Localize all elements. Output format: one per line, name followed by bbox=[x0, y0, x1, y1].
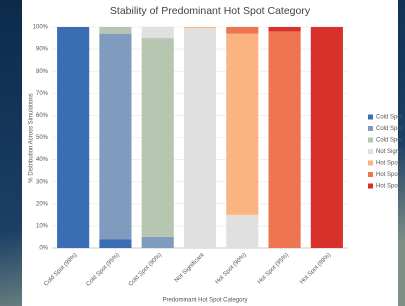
bar-segment bbox=[142, 38, 174, 237]
legend-swatch bbox=[368, 126, 373, 131]
bar-segment bbox=[269, 27, 301, 31]
bar-segment bbox=[142, 27, 174, 38]
legend-swatch bbox=[368, 115, 373, 120]
y-tick-label: 0% bbox=[39, 246, 48, 252]
legend-swatch bbox=[368, 138, 373, 143]
legend-label: Hot Spot ( bbox=[376, 161, 403, 167]
legend-label: Cold Spot bbox=[376, 126, 403, 132]
chart: Stability of Predominant Hot Spot Catego… bbox=[0, 0, 405, 306]
y-axis-label: % Distribution Across Simulations bbox=[29, 93, 35, 182]
legend-label: Cold Spot bbox=[376, 138, 403, 144]
y-tick-label: 70% bbox=[36, 91, 49, 97]
legend-swatch bbox=[368, 172, 373, 177]
y-tick-label: 90% bbox=[36, 47, 49, 53]
y-tick-label: 40% bbox=[36, 157, 49, 163]
page: Stability of Predominant Hot Spot Catego… bbox=[0, 0, 405, 306]
y-tick-label: 30% bbox=[36, 179, 49, 185]
chart-title: Stability of Predominant Hot Spot Catego… bbox=[110, 5, 311, 17]
x-axis-label: Predominant Hot Spot Category bbox=[162, 298, 247, 304]
bar-segment bbox=[184, 28, 216, 248]
y-tick-label: 20% bbox=[36, 201, 49, 207]
legend-swatch bbox=[368, 161, 373, 166]
legend-label: Hot Spot ( bbox=[376, 172, 403, 178]
bar-segment bbox=[226, 215, 258, 248]
bar-segment bbox=[57, 27, 89, 248]
y-tick-label: 80% bbox=[36, 69, 49, 75]
y-tick-label: 10% bbox=[36, 223, 49, 229]
legend-label: Cold Spot bbox=[376, 115, 403, 121]
y-tick-label: 60% bbox=[36, 113, 49, 119]
legend-label: Not Signif bbox=[376, 149, 402, 155]
bar-segment bbox=[269, 31, 301, 248]
bar-segment bbox=[99, 239, 131, 248]
bar-segment bbox=[99, 27, 131, 34]
bar-segment bbox=[311, 27, 343, 248]
bar-segment bbox=[226, 34, 258, 215]
legend-swatch bbox=[368, 184, 373, 189]
y-tick-label: 50% bbox=[36, 135, 49, 141]
bar-segment bbox=[184, 27, 216, 28]
legend-swatch bbox=[368, 149, 373, 154]
bar-segment bbox=[99, 34, 131, 240]
legend-label: Hot Spot ( bbox=[376, 184, 403, 190]
y-tick-label: 100% bbox=[33, 25, 49, 31]
bar-segment bbox=[226, 27, 258, 34]
bar-segment bbox=[142, 237, 174, 248]
